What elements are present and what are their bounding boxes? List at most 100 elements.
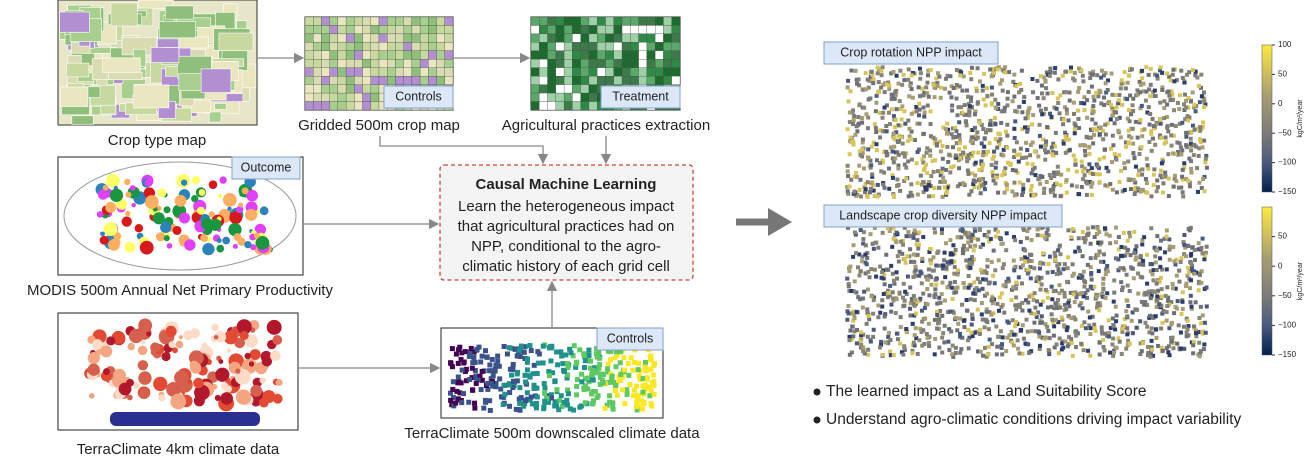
cell (563, 84, 573, 94)
cell (1165, 304, 1170, 309)
cell (639, 406, 645, 412)
cell (1030, 90, 1035, 95)
cell (428, 42, 437, 51)
cell (1141, 81, 1146, 86)
cell (1029, 183, 1034, 188)
cell (539, 42, 548, 51)
cell (573, 364, 579, 370)
cell (1090, 180, 1095, 185)
cell (1126, 73, 1131, 78)
cell (1065, 266, 1070, 271)
cell (979, 159, 984, 164)
cell (896, 152, 901, 157)
cell (1029, 171, 1034, 176)
cell (874, 274, 879, 279)
cell (1068, 69, 1073, 74)
cell (922, 166, 927, 171)
cell (1087, 162, 1092, 167)
cell (849, 177, 854, 182)
cell (514, 371, 520, 377)
cell (1140, 134, 1145, 139)
cell (1151, 268, 1156, 273)
cell (1136, 291, 1141, 296)
cell (1149, 148, 1154, 153)
cell (966, 240, 971, 245)
cell (1070, 226, 1075, 231)
cell (556, 407, 562, 413)
cell (610, 406, 616, 412)
cell (1186, 324, 1191, 329)
cell (649, 403, 655, 409)
cell (671, 67, 681, 77)
cell (1143, 176, 1148, 181)
cell (419, 76, 429, 85)
cell (1098, 303, 1103, 308)
cell (1095, 226, 1100, 231)
cell (1083, 326, 1088, 331)
cell (911, 274, 916, 279)
cell (1180, 174, 1185, 179)
cell (1021, 99, 1026, 104)
cell (1183, 245, 1188, 250)
cell (593, 351, 599, 357)
cell (1104, 90, 1109, 95)
cell (1110, 342, 1115, 347)
cell (1085, 232, 1090, 237)
cell (1179, 68, 1184, 73)
cell (1193, 109, 1198, 114)
cell (1107, 233, 1112, 238)
cell (580, 92, 590, 102)
cell (1171, 133, 1176, 138)
cell (1137, 120, 1142, 125)
cell (888, 283, 893, 288)
cell (954, 67, 959, 72)
land (108, 239, 120, 251)
cell (1074, 333, 1079, 338)
cell (942, 340, 947, 345)
cell (1178, 330, 1183, 335)
cell (916, 113, 921, 118)
cell (945, 285, 950, 290)
cell (898, 68, 903, 73)
cell (1050, 317, 1055, 322)
cell (1171, 346, 1176, 351)
cell (1085, 226, 1090, 231)
cell (1147, 122, 1152, 127)
cell (973, 160, 978, 165)
cell (968, 71, 973, 76)
cell (1113, 240, 1118, 245)
cell (1073, 162, 1078, 167)
cell (1193, 69, 1198, 74)
cell (1203, 156, 1208, 161)
output-title-box (823, 41, 999, 65)
cell (1148, 354, 1153, 359)
cell (362, 76, 371, 85)
cell (860, 254, 865, 259)
cell (940, 313, 945, 318)
cell (1081, 79, 1086, 84)
land (259, 377, 266, 384)
cell (1116, 268, 1121, 273)
cell (860, 305, 865, 310)
cell (1083, 148, 1088, 153)
land (253, 232, 260, 239)
cell (362, 50, 371, 60)
land (233, 233, 242, 241)
cell (337, 92, 347, 102)
cell (897, 99, 902, 104)
land (251, 396, 261, 407)
cell (944, 167, 949, 172)
cell (1033, 311, 1038, 316)
cell (980, 242, 985, 247)
cell (541, 381, 547, 387)
cell (934, 309, 939, 314)
cell (1165, 125, 1170, 130)
cell (1149, 326, 1154, 331)
cell (1168, 98, 1173, 103)
cell (849, 288, 854, 293)
cell (1099, 101, 1104, 106)
cell (627, 382, 633, 388)
cell (1172, 173, 1177, 178)
cell (1016, 275, 1021, 280)
cell (637, 403, 643, 409)
